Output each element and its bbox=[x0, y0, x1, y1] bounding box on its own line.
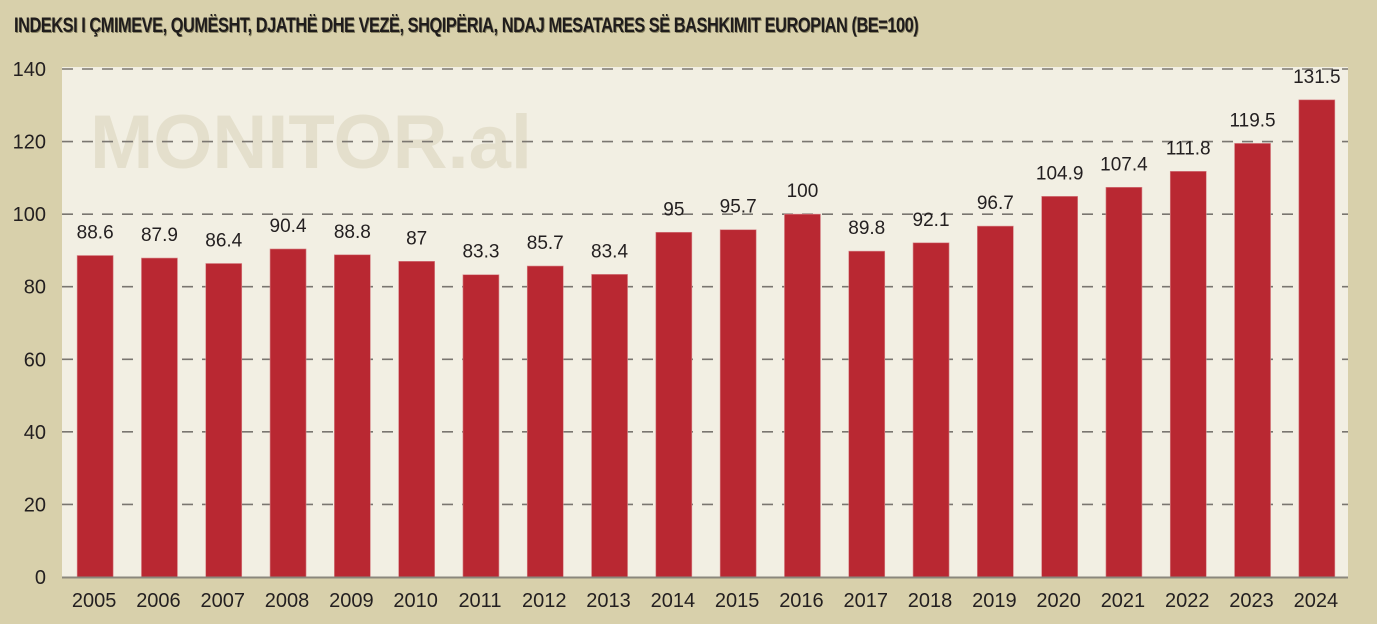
bar bbox=[334, 254, 371, 578]
y-tick-label: 40 bbox=[24, 422, 46, 444]
bar bbox=[76, 255, 114, 578]
y-tick-label: 140 bbox=[13, 59, 46, 81]
bar bbox=[977, 225, 1014, 578]
data-label: 87.9 bbox=[141, 225, 178, 246]
x-tick-label: 2019 bbox=[972, 590, 1017, 612]
bar bbox=[269, 248, 307, 578]
bar bbox=[1105, 186, 1143, 578]
x-tick-label: 2007 bbox=[201, 590, 246, 612]
bar bbox=[526, 265, 564, 578]
data-label: 88.8 bbox=[334, 222, 371, 243]
y-tick-label: 80 bbox=[24, 277, 46, 299]
y-tick-label: 120 bbox=[13, 132, 46, 154]
data-label: 92.1 bbox=[913, 210, 950, 231]
x-tick-label: 2015 bbox=[715, 590, 760, 612]
x-tick-label: 2024 bbox=[1294, 590, 1339, 612]
data-label: 95.7 bbox=[720, 197, 757, 218]
data-label: 107.4 bbox=[1100, 154, 1148, 175]
data-label: 95 bbox=[663, 199, 684, 220]
bars bbox=[76, 99, 1336, 578]
x-tick-label: 2023 bbox=[1229, 590, 1274, 612]
data-label: 89.8 bbox=[848, 218, 885, 239]
x-tick-label: 2013 bbox=[586, 590, 631, 612]
y-axis-ticks: 0 20 40 60 80 100 120 140 bbox=[13, 59, 46, 589]
bar bbox=[141, 257, 178, 578]
x-tick-label: 2017 bbox=[844, 590, 889, 612]
x-tick-label: 2014 bbox=[651, 590, 696, 612]
gridlines bbox=[62, 68, 1348, 506]
bar bbox=[205, 263, 243, 578]
watermark-logo: MONITOR.al bbox=[90, 100, 532, 185]
bar bbox=[398, 261, 435, 578]
data-label: 104.9 bbox=[1036, 163, 1084, 184]
bar bbox=[1234, 143, 1271, 578]
data-label: 87 bbox=[406, 228, 427, 249]
bar bbox=[1041, 196, 1078, 578]
data-label: 88.6 bbox=[77, 223, 114, 244]
data-label: 85.7 bbox=[527, 233, 564, 254]
y-tick-label: 0 bbox=[35, 567, 46, 589]
x-tick-label: 2018 bbox=[908, 590, 953, 612]
x-tick-label: 2011 bbox=[458, 590, 501, 612]
x-tick-label: 2016 bbox=[779, 590, 824, 612]
x-tick-label: 2006 bbox=[136, 590, 181, 612]
data-label: 119.5 bbox=[1229, 110, 1275, 131]
data-label: 100 bbox=[787, 181, 819, 202]
x-tick-label: 2012 bbox=[522, 590, 567, 612]
x-tick-label: 2022 bbox=[1165, 590, 1210, 612]
bar bbox=[719, 229, 757, 578]
x-tick-label: 2008 bbox=[265, 590, 310, 612]
bar bbox=[912, 242, 950, 578]
x-tick-label: 2009 bbox=[329, 590, 374, 612]
bar bbox=[1298, 99, 1336, 578]
bar bbox=[591, 274, 628, 578]
y-tick-label: 100 bbox=[13, 204, 46, 226]
bar bbox=[462, 274, 500, 578]
x-axis-ticks: 2005 2006 2007 2008 2009 2010 2011 2012 2013 2014… bbox=[72, 590, 1338, 612]
data-label: 131.5 bbox=[1293, 67, 1341, 88]
x-tick-label: 2010 bbox=[393, 590, 438, 612]
data-label: 90.4 bbox=[270, 216, 307, 237]
bar bbox=[848, 250, 886, 578]
bar bbox=[784, 213, 821, 578]
y-tick-label: 20 bbox=[24, 494, 46, 516]
data-labels: 88.6 87.9 86.4 90.4 88.8 87 83.3 85.7 83.4 95 95.7… bbox=[77, 67, 1341, 263]
data-label: 96.7 bbox=[977, 193, 1014, 214]
bar bbox=[655, 231, 693, 578]
x-tick-label: 2005 bbox=[72, 590, 117, 612]
chart-title: INDEKSI I ÇMIMEVE, QUMËSHT, DJATHË DHE V… bbox=[14, 14, 919, 37]
x-tick-label: 2020 bbox=[1036, 590, 1081, 612]
data-label: 111.8 bbox=[1166, 138, 1211, 159]
data-label: 83.4 bbox=[591, 241, 628, 262]
data-label: 86.4 bbox=[205, 230, 242, 251]
bar bbox=[1169, 171, 1207, 578]
data-label: 83.3 bbox=[462, 242, 499, 263]
x-tick-label: 2021 bbox=[1101, 590, 1146, 612]
y-tick-label: 60 bbox=[24, 349, 46, 371]
